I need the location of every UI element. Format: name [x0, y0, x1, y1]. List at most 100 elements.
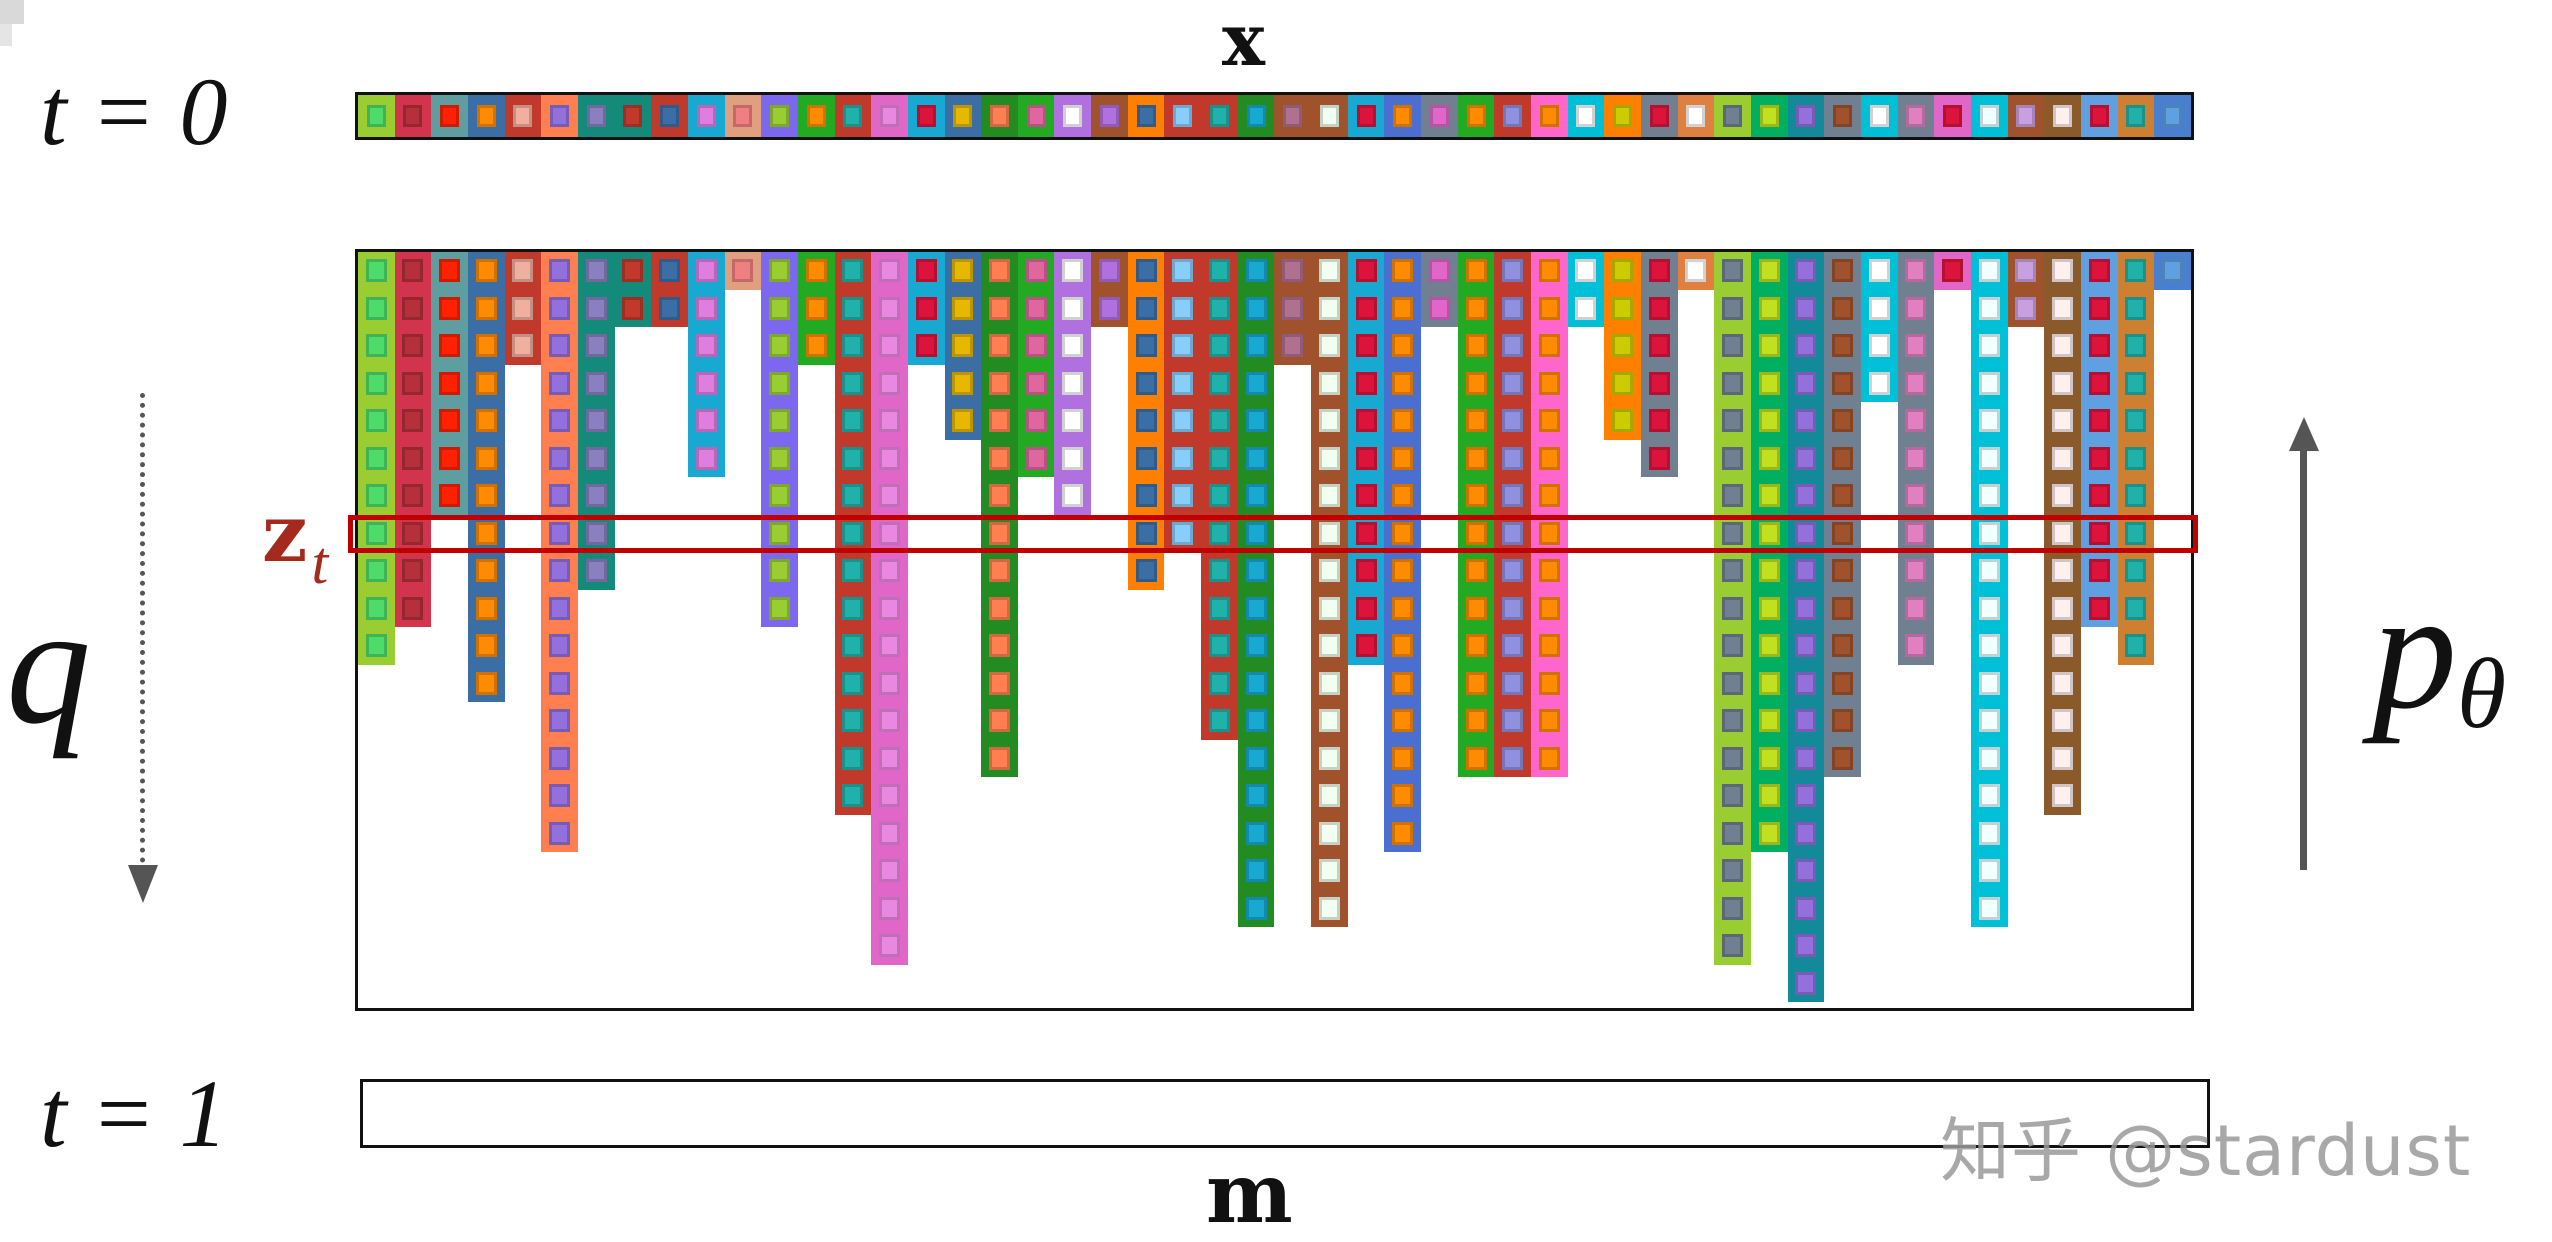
token-cell: [981, 252, 1018, 290]
token-cell: [2044, 552, 2081, 590]
token-cell: [1237, 702, 1275, 740]
token-cell: [761, 514, 798, 552]
token-inner: [1978, 709, 2000, 733]
token-inner: [695, 296, 717, 320]
token-inner: [2015, 259, 2037, 283]
token-inner: [879, 821, 901, 845]
x-token-inner: [1869, 105, 1889, 127]
token-cell: [1970, 402, 2008, 440]
token-cell: [1091, 252, 1128, 290]
x-token-inner: [1209, 105, 1229, 127]
token-cell: [981, 552, 1018, 590]
token-inner: [1502, 446, 1524, 470]
token-cell: [1494, 589, 1531, 627]
token-inner: [1758, 521, 1780, 545]
token-cell: [1531, 477, 1568, 515]
token-inner: [1392, 371, 1414, 395]
grid-column: [2080, 252, 2118, 627]
token-inner: [1465, 671, 1487, 695]
x-token-cell: [1494, 95, 1531, 137]
token-inner: [1135, 334, 1157, 358]
token-cell: [834, 627, 872, 665]
token-cell: [1750, 627, 1788, 665]
noising-trajectory-grid: [355, 249, 2194, 1011]
token-cell: [1311, 252, 1348, 290]
token-cell: [1237, 439, 1275, 477]
token-cell: [1897, 477, 1935, 515]
x-token-inner: [1979, 105, 1999, 127]
arrow-up-icon: [2289, 417, 2319, 451]
grid-column: [1970, 252, 2008, 927]
token-cell: [431, 477, 468, 515]
token-cell: [1897, 252, 1935, 290]
grid-column: [797, 252, 835, 365]
token-cell: [394, 289, 432, 327]
token-inner: [1245, 821, 1267, 845]
grid-column: [1531, 252, 1568, 777]
token-inner: [365, 521, 387, 545]
token-cell: [1787, 439, 1825, 477]
token-inner: [1868, 296, 1890, 320]
x-token-inner: [476, 105, 496, 127]
token-inner: [1538, 296, 1560, 320]
token-inner: [1355, 521, 1377, 545]
token-cell: [467, 477, 505, 515]
grid-column: [907, 252, 945, 365]
token-inner: [879, 596, 901, 620]
token-cell: [1127, 514, 1165, 552]
x-token-cell: [907, 95, 945, 137]
token-inner: [1318, 634, 1340, 658]
token-inner: [402, 596, 424, 620]
label-zt-main: z: [262, 486, 308, 580]
grid-column: [358, 252, 395, 665]
token-cell: [1970, 252, 2008, 290]
token-inner: [585, 334, 607, 358]
x-token-inner: [1906, 105, 1926, 127]
x-token-inner: [660, 105, 680, 127]
token-cell: [2044, 327, 2081, 365]
token-cell: [1457, 664, 1495, 702]
token-inner: [2052, 371, 2074, 395]
token-inner: [2125, 559, 2147, 583]
token-cell: [1201, 589, 1238, 627]
token-cell: [1531, 364, 1568, 402]
token-cell: [1457, 514, 1495, 552]
token-cell: [1384, 364, 1422, 402]
token-cell: [1237, 289, 1275, 327]
token-cell: [1347, 552, 1385, 590]
token-cell: [1127, 402, 1165, 440]
token-cell: [1311, 664, 1348, 702]
label-t0: t = 0: [40, 62, 227, 162]
token-inner: [915, 296, 937, 320]
token-cell: [2044, 289, 2081, 327]
token-cell: [834, 327, 872, 365]
token-inner: [1245, 859, 1267, 883]
token-cell: [1714, 627, 1751, 665]
token-inner: [842, 484, 864, 508]
token-inner: [1245, 371, 1267, 395]
token-inner: [1758, 259, 1780, 283]
grid-column: [724, 252, 762, 290]
token-cell: [1897, 402, 1935, 440]
x-token-inner: [586, 105, 606, 127]
token-inner: [1978, 746, 2000, 770]
token-inner: [842, 296, 864, 320]
token-inner: [1722, 259, 1744, 283]
x-token-inner: [880, 105, 900, 127]
token-inner: [1318, 596, 1340, 620]
token-cell: [1531, 402, 1568, 440]
x-token-cell: [2117, 95, 2155, 137]
token-cell: [1640, 289, 1678, 327]
token-inner: [585, 446, 607, 470]
token-cell: [1750, 814, 1788, 852]
token-cell: [1201, 664, 1238, 702]
token-inner: [1318, 559, 1340, 583]
x-token-inner: [1686, 105, 1706, 127]
token-cell: [431, 327, 468, 365]
token-inner: [1318, 371, 1340, 395]
token-cell: [981, 739, 1018, 777]
token-inner: [1722, 784, 1744, 808]
token-inner: [1208, 671, 1230, 695]
token-cell: [467, 364, 505, 402]
token-cell: [541, 814, 578, 852]
